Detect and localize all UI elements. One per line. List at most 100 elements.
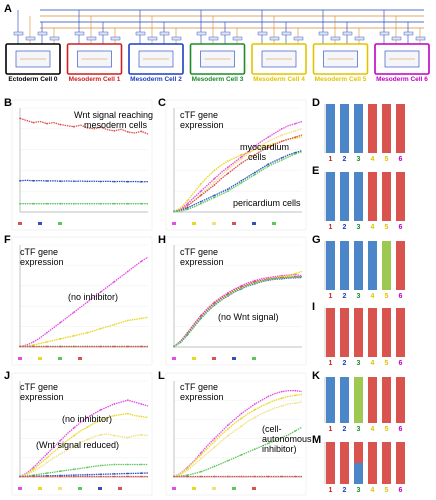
bar-number: 4 xyxy=(371,156,375,163)
gene-box xyxy=(49,36,60,41)
bar xyxy=(368,377,377,423)
data-point xyxy=(32,341,35,343)
bar-number: 4 xyxy=(371,426,375,433)
data-point xyxy=(280,134,283,136)
bar-number: 6 xyxy=(399,487,403,494)
data-point xyxy=(200,457,202,460)
data-point xyxy=(186,199,189,202)
legend-swatch xyxy=(232,357,236,360)
series-line xyxy=(173,128,303,213)
panel-label-g: G xyxy=(312,234,321,246)
panel-label-l: L xyxy=(158,370,165,382)
panel-frame xyxy=(11,99,153,231)
data-point xyxy=(267,136,270,139)
data-point xyxy=(200,194,202,197)
bar-panel-k: 1 2 3 4 5 6 xyxy=(324,377,405,433)
series-line xyxy=(19,399,149,478)
data-point xyxy=(46,180,48,182)
gene-box xyxy=(25,36,36,41)
series-line xyxy=(19,179,149,183)
data-point xyxy=(280,397,283,400)
data-point xyxy=(113,403,116,405)
data-point xyxy=(126,131,129,133)
cell-label: Mesoderm Cell 1 xyxy=(69,76,121,83)
data-point xyxy=(99,475,102,478)
bar-number: 1 xyxy=(329,360,333,367)
bar-number: 1 xyxy=(329,293,333,300)
data-point xyxy=(253,416,256,419)
data-point xyxy=(32,344,35,346)
data-point xyxy=(280,159,283,161)
data-point xyxy=(213,194,216,197)
data-point xyxy=(240,158,243,160)
data-point xyxy=(200,183,202,185)
data-point xyxy=(213,440,216,443)
data-point xyxy=(86,202,89,205)
data-point xyxy=(140,415,143,418)
legend-swatch xyxy=(212,357,216,360)
annotation-f-inh: (no inhibitor) xyxy=(68,292,118,302)
data-point xyxy=(73,468,75,471)
data-point xyxy=(186,206,189,209)
data-point xyxy=(46,341,48,343)
data-point xyxy=(186,202,189,205)
data-point xyxy=(253,408,256,411)
data-point xyxy=(227,188,229,191)
data-point xyxy=(240,412,243,415)
data-point xyxy=(140,475,143,478)
data-point xyxy=(294,475,297,478)
bar-number: 6 xyxy=(399,426,403,433)
data-point xyxy=(294,122,297,125)
data-point xyxy=(126,436,129,439)
gene-box xyxy=(342,31,353,36)
bar xyxy=(340,308,349,357)
cell-label: Mesoderm Cell 5 xyxy=(315,76,367,83)
data-point xyxy=(253,173,256,176)
data-point xyxy=(240,182,243,184)
data-point xyxy=(19,345,21,348)
legend-swatch xyxy=(252,222,256,225)
bar xyxy=(340,442,349,484)
data-point xyxy=(126,475,129,478)
data-point xyxy=(140,403,143,405)
data-point xyxy=(280,405,283,407)
annotation-b-line2: mesoderm cells xyxy=(84,120,148,130)
bar-number: 3 xyxy=(357,224,361,231)
bar-number: 1 xyxy=(329,487,333,494)
bar-number: 5 xyxy=(385,360,389,367)
data-point xyxy=(253,448,256,451)
gene-box xyxy=(208,36,219,41)
bar xyxy=(368,172,377,221)
cell-label: Mesoderm Cell 6 xyxy=(376,76,428,83)
data-point xyxy=(186,467,189,470)
legend-swatch xyxy=(212,222,216,225)
data-point xyxy=(113,434,116,437)
data-point xyxy=(46,461,48,464)
cell-row: Ectoderm Cell 0 Mesoderm Cell 1 Mesoderm C… xyxy=(5,43,430,83)
data-point xyxy=(140,260,143,263)
data-point xyxy=(240,287,243,290)
data-point xyxy=(294,152,297,155)
data-point xyxy=(213,465,216,468)
series-line xyxy=(173,151,303,213)
gene-box xyxy=(293,36,304,41)
data-point xyxy=(186,333,189,336)
data-point xyxy=(99,180,102,183)
data-point xyxy=(200,200,202,203)
series-line xyxy=(173,401,303,478)
data-point xyxy=(186,475,189,478)
data-point xyxy=(73,345,75,348)
bar xyxy=(368,442,377,484)
data-point xyxy=(294,272,297,275)
panel-frame xyxy=(165,372,307,496)
gene-box xyxy=(391,36,402,41)
data-point xyxy=(140,433,143,436)
bar xyxy=(382,172,391,221)
data-point xyxy=(280,157,283,159)
panel-label-f: F xyxy=(4,234,11,246)
data-point xyxy=(46,331,48,334)
legend-swatch xyxy=(58,357,62,360)
data-point xyxy=(86,345,89,348)
bar xyxy=(326,172,335,221)
data-point xyxy=(59,470,62,473)
